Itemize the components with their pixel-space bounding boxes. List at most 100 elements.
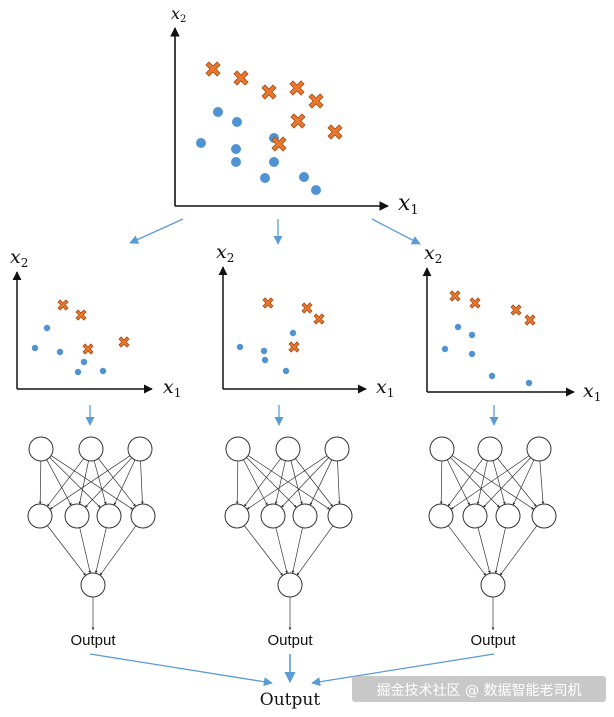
data-point-cross [469, 297, 481, 309]
network-edge [539, 460, 545, 505]
data-point-circle [231, 157, 241, 167]
network-edge [140, 460, 144, 505]
data-point-cross [75, 309, 87, 321]
subset-3-points [441, 290, 536, 387]
network-edge [49, 457, 101, 508]
data-point-circle [311, 185, 321, 195]
data-point-circle [99, 367, 107, 375]
network-edge [79, 527, 92, 574]
data-point-circle [488, 372, 496, 380]
network-edge [476, 460, 488, 505]
network-edge [296, 525, 334, 576]
network-edge [94, 527, 107, 574]
data-point-cross [449, 290, 461, 302]
network-edge [98, 458, 136, 507]
subset-plot-1: x2 x1 [10, 246, 181, 400]
data-point-circle [260, 347, 268, 355]
hidden-node [462, 503, 488, 529]
data-point-circle [261, 356, 269, 364]
network-edge [93, 460, 107, 505]
data-point-cross [313, 313, 325, 325]
hidden-node [27, 503, 53, 529]
hidden-node [292, 503, 318, 529]
hidden-node [428, 503, 454, 529]
data-point-cross [233, 70, 249, 86]
data-point-circle [56, 348, 64, 356]
network-3-output-label: Output [470, 632, 516, 649]
data-point-circle [260, 173, 270, 183]
data-point-cross [288, 341, 300, 353]
network-edge [243, 458, 282, 507]
data-point-circle [213, 107, 223, 117]
network-edge [290, 460, 303, 505]
input-node [78, 436, 104, 462]
hidden-node [64, 503, 90, 529]
data-point-circle [454, 323, 462, 331]
neural-network-3 [428, 436, 557, 631]
network-edge [243, 459, 268, 506]
merge-arrow-left [89, 653, 273, 687]
output-node [480, 572, 506, 598]
network-edge [497, 458, 537, 507]
subset-1-points [31, 299, 130, 376]
split-arrow-right [371, 218, 421, 245]
hidden-node [327, 503, 353, 529]
input-node [324, 436, 350, 462]
data-point-circle [441, 345, 449, 353]
data-point-cross [57, 299, 69, 311]
input-node [429, 436, 455, 462]
network-edge [47, 525, 86, 576]
watermark-background [352, 676, 606, 702]
data-point-circle [282, 367, 290, 375]
input-node [127, 436, 153, 462]
data-point-cross [290, 113, 306, 129]
network-2-output-label: Output [267, 632, 313, 649]
network-edge [447, 525, 487, 576]
network-edge [246, 455, 328, 510]
input-node [477, 436, 503, 462]
network-edge [246, 457, 297, 508]
network-edge [447, 458, 484, 507]
final-output-label: Output [260, 690, 321, 710]
subset-3-x-axis-label: x1 [583, 380, 601, 404]
data-point-cross [118, 336, 130, 348]
hidden-node [260, 503, 286, 529]
top-points [196, 61, 343, 195]
subset-3-y-axis-label: x2 [424, 242, 442, 266]
input-node [526, 436, 552, 462]
subset-2-x-axis-label: x1 [376, 376, 394, 400]
network-edge [512, 459, 535, 506]
output-node [80, 572, 106, 598]
network-edge [247, 455, 331, 510]
data-point-circle [289, 329, 297, 337]
network-edge [274, 460, 286, 505]
subset-plot-3: x2 x1 [422, 242, 601, 404]
network-edge [84, 457, 133, 508]
network-edge [275, 527, 288, 574]
subset-plot-2: x2 x1 [216, 241, 394, 400]
network-edge [235, 460, 239, 505]
data-point-cross [308, 93, 324, 109]
data-point-circle [232, 117, 242, 127]
network-edge [439, 460, 443, 505]
data-point-circle [196, 138, 206, 148]
data-point-circle [299, 172, 309, 182]
network-edge [49, 455, 131, 510]
hidden-node [495, 503, 521, 529]
network-edge [450, 455, 530, 510]
top-x-axis-label: x1 [398, 191, 419, 218]
network-edge [46, 458, 85, 507]
data-point-circle [468, 350, 476, 358]
data-point-circle [525, 379, 533, 387]
hidden-node [531, 503, 557, 529]
data-point-circle [468, 331, 476, 339]
network-edge [295, 458, 333, 507]
data-point-circle [80, 358, 88, 366]
network-edge [450, 457, 500, 508]
data-point-cross [271, 136, 287, 152]
network-edge [337, 460, 341, 505]
data-point-circle [74, 368, 82, 376]
network-edge [38, 460, 42, 505]
network-edge [99, 525, 137, 576]
